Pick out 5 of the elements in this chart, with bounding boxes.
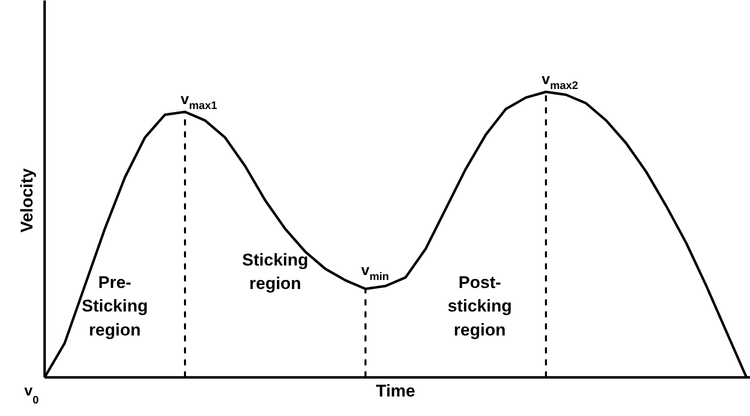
annotation: Pre- Sticking region bbox=[82, 272, 148, 340]
annotation: Post- sticking region bbox=[448, 272, 512, 340]
annotation: Sticking region bbox=[242, 250, 308, 294]
x-axis-title: Time bbox=[376, 381, 416, 400]
y-axis-title: Velocity bbox=[18, 168, 37, 232]
